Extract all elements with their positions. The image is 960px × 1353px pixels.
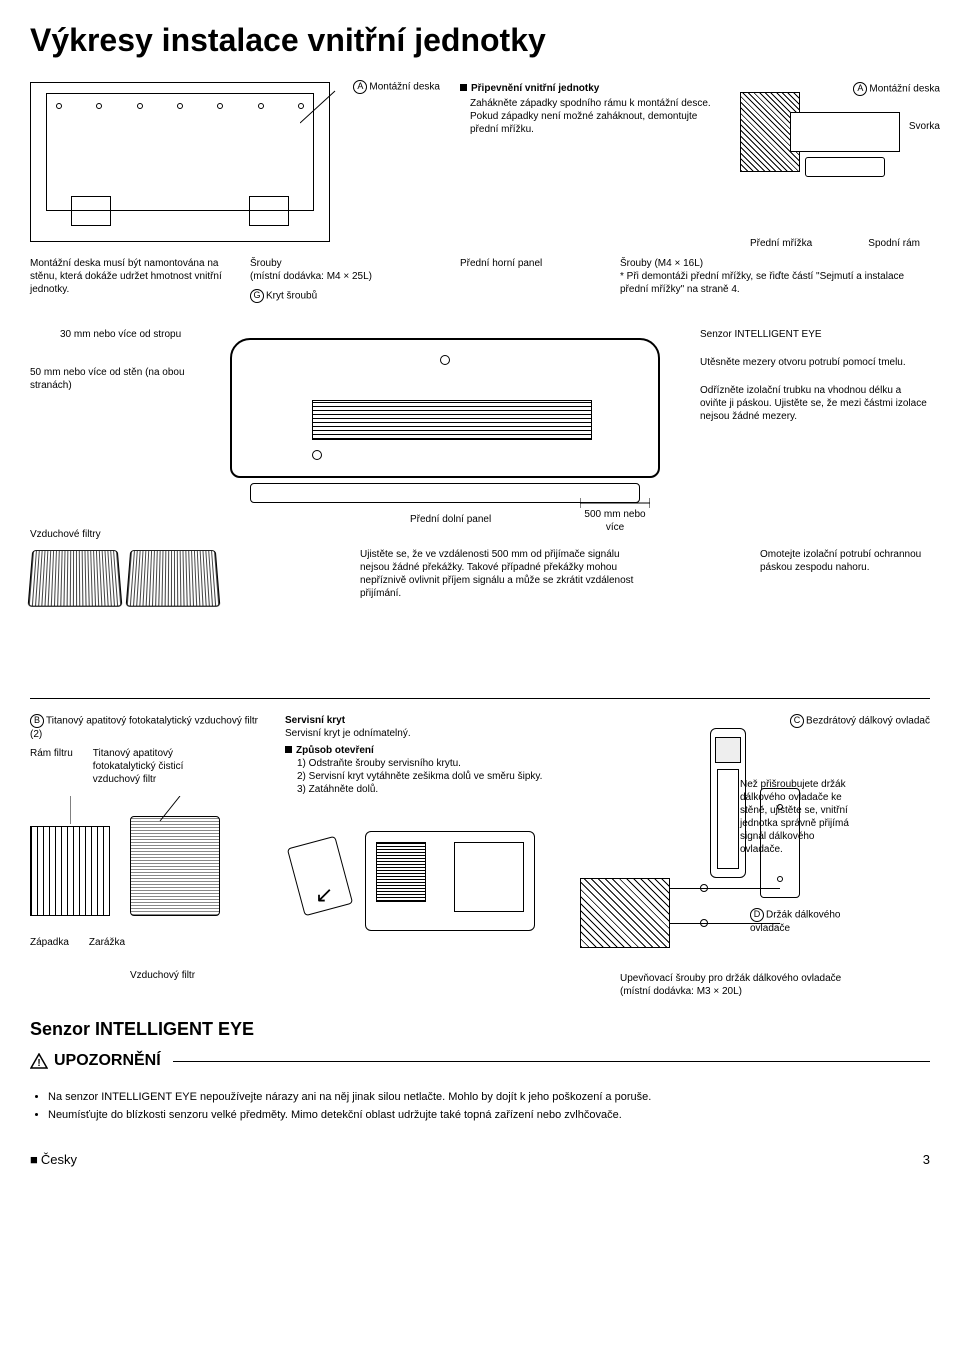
footer-language: Česky <box>30 1152 77 1169</box>
screws-label: Šrouby <box>250 257 450 270</box>
filters-block: Vzduchové filtry <box>30 528 280 607</box>
wall-50-label: 50 mm nebo více od stěn (na obou stranác… <box>30 366 200 392</box>
top-row: AMontážní deska Připevnění vnitřní jedno… <box>30 82 930 242</box>
indoor-unit-diagram: Přední dolní panel 500 mm nebo více <box>210 318 690 538</box>
open-method-title: Způsob otevření <box>296 745 374 756</box>
front-upper-panel-label: Přední horní panel <box>460 257 610 303</box>
bottom-frame-label: Spodní rám <box>868 237 920 250</box>
remote-diagram: Než přišroubujete držák dálkového ovlada… <box>580 728 860 968</box>
footer-page-number: 3 <box>923 1152 930 1169</box>
caulk-label: Utěsněte mezery otvoru potrubí pomocí tm… <box>700 356 930 369</box>
titanium-cleaning-filter-label: Titanový apatitový fotokatalytický čisti… <box>93 747 213 786</box>
filter-column: BTitanový apatitový fotokatalytický vzdu… <box>30 714 270 998</box>
titanium-filter-label: Titanový apatitový fotokatalytický vzduc… <box>30 715 258 739</box>
fixing-screws-label: Upevňovací šrouby pro držák dálkového ov… <box>620 972 930 985</box>
label-a-icon: A <box>353 80 367 94</box>
air-filter-icon <box>28 550 123 607</box>
fixing-screws-detail: (místní dodávka: M3 × 20L) <box>620 985 930 998</box>
clamp-mounting-label: Montážní deska <box>869 83 940 94</box>
warning-box: Na senzor INTELLIGENT EYE nepoužívejte n… <box>30 1078 930 1123</box>
filter-assembly-diagram <box>30 796 250 936</box>
service-cover-diagram: ↙ <box>285 811 545 981</box>
dismantle-note: * Při demontáži přední mřížky, se řiďte … <box>620 270 930 296</box>
warning-triangle-icon: ! <box>30 1053 48 1069</box>
attach-instructions: Připevnění vnitřní jednotky Zahákněte zá… <box>460 82 720 242</box>
stopper-label: Zarážka <box>89 936 125 949</box>
wrap-pipe-note: Omotejte izolační potrubí ochrannou pásk… <box>760 548 930 574</box>
air-filters-label: Vzduchové filtry <box>30 528 280 541</box>
screws-m4-label: Šrouby (M4 × 16L) <box>620 257 930 270</box>
bottom-section: BTitanový apatitový fotokatalytický vzdu… <box>30 698 930 998</box>
page-footer: Česky 3 <box>30 1152 930 1169</box>
service-cover-title: Servisní kryt <box>285 715 345 726</box>
label-c-icon: C <box>790 714 804 728</box>
filter-frame-label: Rám filtru <box>30 747 73 786</box>
attach-body: Zahákněte západky spodního rámu k montáž… <box>470 97 720 136</box>
front-grille-label: Přední mřížka <box>750 237 812 250</box>
air-filter-icon <box>126 550 221 607</box>
label-d-icon: D <box>750 908 764 922</box>
cut-insulation-label: Odřízněte izolační trubku na vhodnou dél… <box>700 384 930 423</box>
attach-header: Připevnění vnitřní jednotky <box>471 83 599 94</box>
svg-text:!: ! <box>37 1058 40 1069</box>
warning-word: UPOZORNĚNÍ <box>54 1051 161 1072</box>
page-title: Výkresy instalace vnitřní jednotky <box>30 20 930 62</box>
label-g-icon: G <box>250 289 264 303</box>
label-b-icon: B <box>30 714 44 728</box>
row2-labels: Montážní deska musí být namontována na s… <box>30 257 930 303</box>
open-step-1: 1) Odstraňte šrouby servisního krytu. <box>297 757 565 770</box>
warning-header: ! UPOZORNĚNÍ <box>30 1051 930 1072</box>
clamp-label: Svorka <box>909 120 940 133</box>
latch-label: Západka <box>30 936 69 949</box>
warning-bullet-2: Neumísťujte do blízkosti senzoru velké p… <box>48 1108 930 1122</box>
air-filter-label: Vzduchový filtr <box>130 969 270 982</box>
wall-note: Montážní deska musí být namontována na s… <box>30 257 240 303</box>
ceil-30-label: 30 mm nebo více od stropu <box>60 328 200 341</box>
clamp-diagram-block: AMontážní deska Svorka Přední mřížka Spo… <box>730 82 930 242</box>
screws-detail: (místní dodávka: M4 × 25L) <box>250 270 450 283</box>
before-screw-note: Než přišroubujete držák dálkového ovlada… <box>740 778 860 856</box>
service-cover-removable: Servisní kryt je odnímatelný. <box>285 727 565 740</box>
intelligent-eye-label: Senzor INTELLIGENT EYE <box>700 328 930 341</box>
screw-cover-label: Kryt šroubů <box>266 290 317 301</box>
open-step-3: 3) Zatáhněte dolů. <box>297 783 565 796</box>
sensor-heading: Senzor INTELLIGENT EYE <box>30 1018 930 1041</box>
label-a2-icon: A <box>853 82 867 96</box>
dist-500-label: 500 mm nebo více <box>580 508 650 534</box>
remote-column: CBezdrátový dálkový ovladač Než přišroub… <box>580 714 930 998</box>
warning-bullet-1: Na senzor INTELLIGENT EYE nepoužívejte n… <box>48 1090 930 1104</box>
mounting-plate-diagram: AMontážní deska <box>30 82 330 242</box>
open-step-2: 2) Servisní kryt vytáhněte zešikma dolů … <box>297 770 565 783</box>
mounting-plate-label: Montážní deska <box>369 81 440 92</box>
signal-note: Ujistěte se, že ve vzdálenosti 500 mm od… <box>360 548 650 600</box>
leader-line-icon <box>300 88 340 128</box>
wireless-remote-label: Bezdrátový dálkový ovladač <box>806 715 930 726</box>
unit-section: 30 mm nebo více od stropu 50 mm nebo víc… <box>30 318 930 678</box>
front-lower-panel-label: Přední dolní panel <box>410 514 491 525</box>
service-cover-column: Servisní kryt Servisní kryt je odnímatel… <box>285 714 565 998</box>
